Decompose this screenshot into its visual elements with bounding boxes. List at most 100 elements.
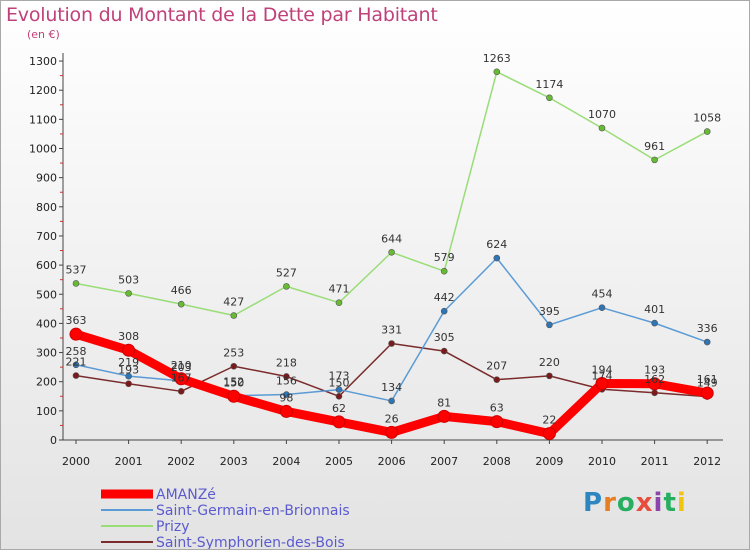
data-label: 395 xyxy=(539,305,560,318)
y-tick-label: 1300 xyxy=(29,55,57,68)
data-label: 427 xyxy=(223,296,244,309)
legend-label: Prizy xyxy=(156,519,189,535)
data-label: 1070 xyxy=(588,108,616,121)
data-point xyxy=(227,389,241,403)
data-point xyxy=(72,372,80,379)
data-point xyxy=(542,427,556,441)
data-label: 150 xyxy=(223,376,244,389)
x-tick-label: 2008 xyxy=(483,455,511,468)
x-tick-label: 2010 xyxy=(588,455,616,468)
data-label: 173 xyxy=(329,370,350,383)
data-label: 503 xyxy=(118,273,139,286)
data-point xyxy=(283,391,290,398)
data-label: 81 xyxy=(437,396,451,409)
data-label: 210 xyxy=(171,359,192,372)
data-label: 471 xyxy=(329,283,350,296)
brand-letter: x xyxy=(635,488,654,518)
data-point xyxy=(125,380,132,388)
data-label: 193 xyxy=(644,364,665,377)
data-point xyxy=(490,415,504,429)
data-point xyxy=(335,299,343,307)
data-point xyxy=(69,327,83,341)
data-point xyxy=(335,392,343,400)
x-tick-label: 2009 xyxy=(535,455,563,468)
data-point xyxy=(651,389,658,397)
data-point xyxy=(388,248,395,256)
data-point xyxy=(335,386,343,393)
y-tick-label: 500 xyxy=(36,288,57,301)
data-label: 167 xyxy=(171,371,192,384)
data-label: 149 xyxy=(697,377,718,390)
legend-label: Saint-Germain-en-Brionnais xyxy=(156,503,350,519)
data-label: 624 xyxy=(486,238,507,251)
x-tick-label: 2001 xyxy=(115,455,143,468)
data-label: 308 xyxy=(118,330,139,343)
data-label: 258 xyxy=(66,345,87,358)
data-point xyxy=(598,304,606,311)
data-point xyxy=(493,68,501,76)
x-tick-label: 2003 xyxy=(220,455,248,468)
data-label: 152 xyxy=(223,376,244,389)
data-label: 207 xyxy=(486,360,507,373)
y-tick-label: 800 xyxy=(36,201,57,214)
data-point xyxy=(700,386,714,400)
data-label: 150 xyxy=(329,376,350,389)
data-label: 221 xyxy=(66,356,87,369)
data-point xyxy=(546,321,553,329)
data-label: 527 xyxy=(276,266,297,279)
data-label: 63 xyxy=(490,402,504,415)
data-point xyxy=(125,290,132,297)
data-point xyxy=(703,128,711,135)
data-point xyxy=(385,425,399,439)
y-tick-label: 400 xyxy=(36,317,57,330)
brand-letter: P xyxy=(583,488,604,518)
data-label: 219 xyxy=(118,356,139,369)
data-point xyxy=(72,361,80,369)
brand-letter: t xyxy=(663,488,677,518)
y-tick-label: 700 xyxy=(36,230,57,243)
x-tick-label: 2002 xyxy=(167,455,195,468)
x-tick-label: 2011 xyxy=(641,455,669,468)
data-point xyxy=(651,156,658,164)
data-label: 644 xyxy=(381,232,402,245)
data-point xyxy=(332,415,346,429)
brand-letter: i xyxy=(676,488,687,518)
data-label: 961 xyxy=(644,140,665,153)
y-tick-label: 100 xyxy=(36,405,57,418)
y-tick-label: 600 xyxy=(36,259,57,272)
data-point xyxy=(437,409,451,423)
data-label: 134 xyxy=(381,381,402,394)
chart-title: Evolution du Montant de la Dette par Hab… xyxy=(6,4,438,26)
y-tick-label: 1100 xyxy=(29,113,57,126)
data-point xyxy=(279,404,293,418)
data-label: 336 xyxy=(697,322,718,335)
data-point xyxy=(122,343,136,357)
y-tick-label: 300 xyxy=(36,347,57,360)
data-label: 305 xyxy=(434,331,455,344)
data-label: 218 xyxy=(276,356,297,369)
data-label: 253 xyxy=(223,346,244,359)
x-tick-label: 2004 xyxy=(272,455,300,468)
data-label: 156 xyxy=(276,375,297,388)
brand-letter: r xyxy=(603,488,617,518)
data-label: 1174 xyxy=(535,78,563,91)
y-tick-label: 200 xyxy=(36,376,57,389)
y-tick-label: 900 xyxy=(36,172,57,185)
data-point xyxy=(595,376,609,390)
data-point xyxy=(283,283,290,290)
data-label: 1263 xyxy=(483,52,511,65)
data-point xyxy=(546,372,553,380)
data-point xyxy=(440,307,448,315)
data-point xyxy=(283,373,290,380)
data-point xyxy=(177,300,185,308)
data-label: 579 xyxy=(434,251,455,264)
data-label: 22 xyxy=(542,414,556,427)
data-label: 203 xyxy=(171,361,192,374)
data-label: 454 xyxy=(592,288,613,301)
y-tick-label: 1000 xyxy=(29,143,57,156)
data-point xyxy=(230,312,238,319)
legend-label: Saint-Symphorien-des-Bois xyxy=(156,535,345,549)
data-label: 442 xyxy=(434,291,455,304)
